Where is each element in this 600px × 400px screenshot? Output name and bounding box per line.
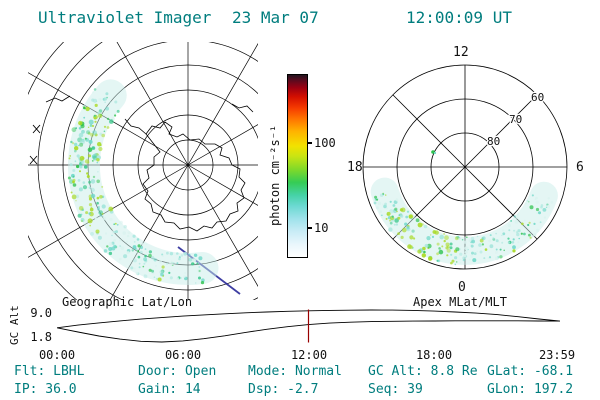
xtick-2359: 23:59: [538, 348, 576, 362]
status-glon: GLon: 197.2: [487, 382, 574, 397]
tick-cross-mark: [32, 124, 41, 134]
antarctica-coastline: [142, 121, 246, 232]
status-ip: IP: 36.0: [14, 382, 77, 397]
mlt-label-6: 6: [576, 160, 584, 175]
colorbar: [287, 74, 308, 258]
mlt-spoke: [392, 94, 466, 168]
geographic-panel: [28, 42, 258, 300]
gc-alt-axis-label: GC Alt: [8, 305, 21, 345]
grid-meridian: [187, 164, 258, 206]
mlt-label-0: 0: [458, 280, 466, 295]
right-panel-caption: Apex MLat/MLT: [413, 295, 507, 309]
status-flt: Flt: LBHL: [14, 364, 85, 379]
gc-alt-ytick-max: 9.0: [30, 306, 52, 320]
gc-alt-curve: [57, 309, 560, 343]
coastline-fragment: [45, 95, 71, 103]
aurora-glow: [67, 79, 219, 285]
status-door: Door: Open: [138, 364, 217, 379]
date-display: 23 Mar 07: [232, 8, 319, 27]
coastline-fragment: [231, 103, 254, 113]
apex-panel: 12 18 6 0 60 70 80: [347, 45, 584, 295]
status-dsp: Dsp: -2.7: [248, 382, 319, 397]
aurora-emission: [67, 79, 219, 285]
colorbar-units-label: photon cm⁻²s⁻¹: [268, 124, 282, 226]
status-gain: Gain: 14: [138, 382, 201, 397]
mlt-spoke: [464, 94, 538, 168]
colorbar-tick: [307, 227, 312, 229]
colorbar-tick: [307, 142, 312, 144]
aurora-emission: [370, 150, 558, 266]
mlt-label-18: 18: [347, 160, 363, 175]
tick-cross-mark: [29, 155, 38, 165]
grid-meridian: [187, 124, 258, 166]
colorbar-tick-label-100: 100: [314, 136, 336, 150]
xtick-1800: 18:00: [415, 348, 453, 362]
xtick-1200: 12:00: [290, 348, 328, 362]
emission-spot: [431, 150, 435, 154]
status-mode: Mode: Normal: [248, 364, 342, 379]
mlat-label-60: 60: [531, 91, 544, 104]
mlt-label-12: 12: [453, 45, 469, 60]
status-seq: Seq: 39: [368, 382, 423, 397]
grid-meridian: [187, 43, 258, 166]
gc-alt-envelope: [57, 309, 560, 343]
gc-alt-plot: [57, 309, 560, 343]
xtick-0600: 06:00: [164, 348, 202, 362]
left-panel-caption: Geographic Lat/Lon: [62, 295, 193, 309]
status-glat: GLat: -68.1: [487, 364, 574, 379]
xtick-0000: 00:00: [38, 348, 76, 362]
gc-alt-ytick-min: 1.8: [30, 330, 52, 344]
grid-meridian: [116, 42, 189, 166]
coastlines: [29, 95, 254, 232]
apex-grid: [362, 64, 568, 270]
grid-meridian: [187, 164, 258, 287]
colorbar-tick-label-10: 10: [314, 221, 329, 235]
mlat-label-70: 70: [509, 113, 522, 126]
time-display: 12:00:09 UT: [406, 8, 512, 27]
status-gc-alt: GC Alt: 8.8 Re: [368, 364, 478, 379]
emission-spot: [433, 151, 437, 155]
antarctic-peninsula-coastline: [124, 118, 147, 135]
app-title: Ultraviolet Imager: [38, 8, 212, 27]
mlat-label-80: 80: [487, 135, 500, 148]
